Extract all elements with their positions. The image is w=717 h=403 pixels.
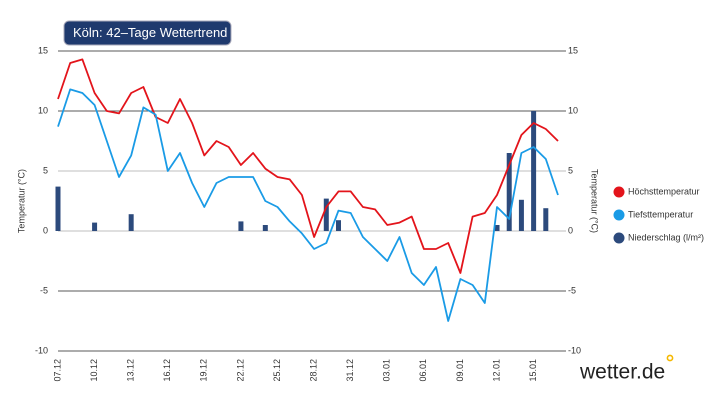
x-tick-label: 28.12 [308,359,318,382]
legend-label: Tiefsttemperatur [628,209,693,219]
legend-swatch [613,186,625,198]
x-tick-label: 03.01 [382,359,392,382]
y2-tick-label: 5 [568,165,573,175]
legend-label: Niederschlag (l/m²) [628,232,704,242]
brand-logo: wetter.de [579,361,665,384]
precip-bar [531,111,537,231]
title-badge [63,20,232,46]
precip-bar [323,198,329,231]
x-tick-label: 09.01 [455,359,465,382]
x-tick-label: 07.12 [52,359,62,382]
y2-tick-label: -5 [568,285,576,295]
x-tick-label: 06.01 [418,359,428,382]
y2-tick-label: 10 [568,105,578,115]
precip-bar [518,199,524,231]
precip-bar [335,220,341,231]
y-tick-label: -10 [35,345,48,355]
y-axis-title: Temperatur (°C) [16,169,26,233]
precip-bar [55,186,61,231]
precip-bar [543,208,549,231]
precip-bar [128,214,134,231]
y2-axis-title: Temperatur (°C) [590,169,600,233]
precip-bar [262,225,268,231]
temperature-line [57,58,559,274]
temperature-line [57,88,559,322]
x-tick-label: 15.01 [528,359,538,382]
precip-bar [506,153,512,231]
y2-tick-label: 0 [568,225,573,235]
x-tick-label: 31.12 [345,359,355,382]
x-tick-label: 16.12 [162,359,172,382]
x-tick-label: 13.12 [126,359,136,382]
x-tick-label: 25.12 [272,359,282,382]
y-tick-label: 0 [43,225,48,235]
y-tick-label: 10 [38,105,48,115]
legend-swatch [613,209,625,221]
y2-tick-label: 15 [568,45,578,55]
x-tick-label: 22.12 [235,359,245,382]
x-tick-label: 10.12 [89,359,99,382]
precip-bar [92,222,98,231]
chart-title: Köln: 42–Tage Wettertrend [73,25,227,40]
x-tick-label: 19.12 [199,359,209,382]
legend-label: Höchsttemperatur [628,186,700,196]
y2-tick-label: -10 [568,345,581,355]
y-tick-label: -5 [40,285,48,295]
y-tick-label: 15 [38,45,48,55]
precip-bar [494,225,500,231]
x-tick-label: 12.01 [491,359,501,382]
precip-bar [238,221,244,231]
legend-swatch [613,232,625,244]
y-tick-label: 5 [43,165,48,175]
logo-dot [666,354,674,362]
